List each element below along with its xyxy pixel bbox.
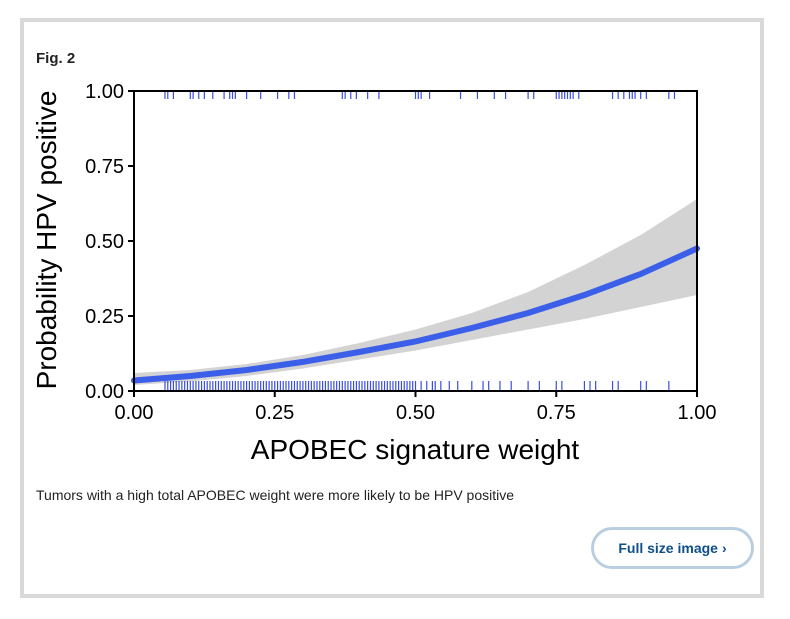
y-axis-label: Probability HPV positive	[31, 91, 62, 390]
y-tick-label: 0.25	[85, 306, 124, 328]
y-tick-label: 0.75	[85, 156, 124, 178]
full-size-image-label: Full size image	[618, 540, 718, 556]
x-tick-label: 0.25	[255, 402, 294, 424]
rug-layer	[164, 91, 698, 391]
y-tick-label: 1.00	[85, 81, 124, 103]
x-tick-label: 0.50	[396, 402, 435, 424]
confidence-band-layer	[134, 199, 697, 385]
fit-line-layer	[131, 245, 700, 384]
chevron-right-icon: ›	[721, 540, 727, 556]
x-tick-label: 0.75	[537, 402, 576, 424]
y-axis: 0.00 0.25 0.50 0.75 1.00	[85, 81, 134, 403]
x-tick-label: 0.00	[115, 402, 154, 424]
figure-label: Fig. 2	[36, 50, 76, 67]
x-axis-label: APOBEC signature weight	[251, 434, 580, 465]
figure-frame	[20, 18, 764, 598]
fit-line	[131, 245, 700, 384]
confidence-band	[134, 199, 697, 385]
y-tick-label: 0.50	[85, 231, 124, 253]
x-tick-label: 1.00	[678, 402, 717, 424]
x-axis: 0.00 0.25 0.50 0.75 1.00	[115, 391, 717, 424]
figure-caption: Tumors with a high total APOBEC weight w…	[36, 487, 515, 503]
y-tick-label: 0.00	[85, 381, 124, 403]
full-size-image-button[interactable]: Full size image ›	[591, 527, 754, 569]
